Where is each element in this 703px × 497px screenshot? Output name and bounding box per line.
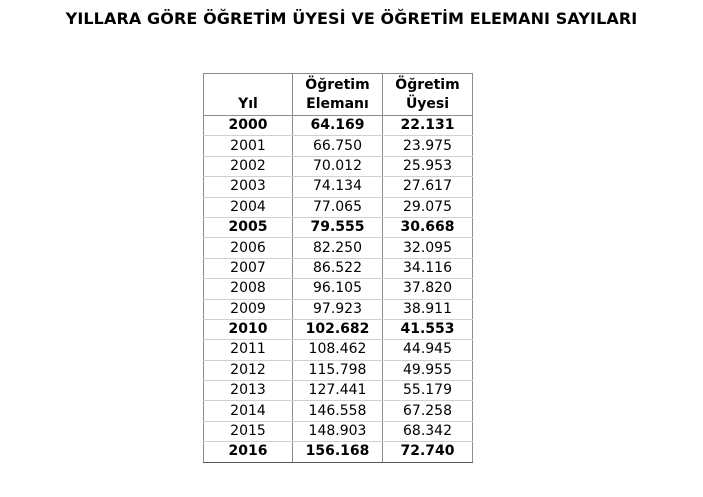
table-row: 2002 70.012 25.953 xyxy=(203,155,473,178)
cell-uyesi: 72.740 xyxy=(382,441,473,463)
cell-uyesi: 38.911 xyxy=(382,298,473,320)
table-row: 2005 79.555 30.668 xyxy=(203,216,473,239)
cell-elemani: 66.750 xyxy=(292,135,383,157)
cell-elemani: 86.522 xyxy=(292,257,383,280)
cell-elemani: 77.065 xyxy=(292,196,383,218)
cell-year: 2009 xyxy=(203,298,293,320)
header-year-label: Yıl xyxy=(238,96,258,112)
cell-uyesi: 41.553 xyxy=(382,318,473,341)
table-row: 2004 77.065 29.075 xyxy=(203,196,473,218)
table-row: 2012 115.798 49.955 xyxy=(203,359,473,382)
cell-uyesi: 34.116 xyxy=(382,257,473,280)
header-year: Yıl xyxy=(203,73,293,116)
cell-year: 2004 xyxy=(203,196,293,218)
table-row: 2000 64.169 22.131 xyxy=(203,114,473,137)
cell-elemani: 108.462 xyxy=(292,339,383,361)
cell-uyesi: 29.075 xyxy=(382,196,473,218)
cell-elemani: 146.558 xyxy=(292,400,383,422)
header-ogretim-uyesi: Öğretim Üyesi xyxy=(382,73,473,116)
table-row: 2009 97.923 38.911 xyxy=(203,298,473,320)
cell-uyesi: 30.668 xyxy=(382,216,473,239)
cell-year: 2010 xyxy=(203,318,293,341)
table-row: 2003 74.134 27.617 xyxy=(203,176,473,198)
data-table: Yıl Öğretim Elemanı Öğretim Üyesi 2000 6… xyxy=(203,73,473,463)
cell-elemani: 115.798 xyxy=(292,359,383,382)
cell-elemani: 96.105 xyxy=(292,278,383,300)
cell-uyesi: 37.820 xyxy=(382,278,473,300)
cell-uyesi: 68.342 xyxy=(382,420,473,443)
cell-year: 2005 xyxy=(203,216,293,239)
table-row: 2007 86.522 34.116 xyxy=(203,257,473,280)
cell-year: 2001 xyxy=(203,135,293,157)
cell-uyesi: 32.095 xyxy=(382,237,473,259)
header-ogretim-elemani: Öğretim Elemanı xyxy=(292,73,383,116)
table-row: 2006 82.250 32.095 xyxy=(203,237,473,259)
cell-elemani: 127.441 xyxy=(292,380,383,402)
table-row: 2016 156.168 72.740 xyxy=(203,441,473,463)
cell-year: 2002 xyxy=(203,155,293,178)
cell-elemani: 102.682 xyxy=(292,318,383,341)
table-row: 2013 127.441 55.179 xyxy=(203,380,473,402)
cell-year: 2006 xyxy=(203,237,293,259)
cell-elemani: 97.923 xyxy=(292,298,383,320)
table-row: 2015 148.903 68.342 xyxy=(203,420,473,443)
cell-year: 2007 xyxy=(203,257,293,280)
cell-uyesi: 23.975 xyxy=(382,135,473,157)
cell-year: 2003 xyxy=(203,176,293,198)
cell-elemani: 64.169 xyxy=(292,114,383,137)
table-row: 2014 146.558 67.258 xyxy=(203,400,473,422)
cell-year: 2011 xyxy=(203,339,293,361)
table-row: 2001 66.750 23.975 xyxy=(203,135,473,157)
cell-elemani: 148.903 xyxy=(292,420,383,443)
table-row: 2008 96.105 37.820 xyxy=(203,278,473,300)
cell-uyesi: 67.258 xyxy=(382,400,473,422)
cell-uyesi: 27.617 xyxy=(382,176,473,198)
cell-elemani: 74.134 xyxy=(292,176,383,198)
page-title: YILLARA GÖRE ÖĞRETİM ÜYESİ VE ÖĞRETİM EL… xyxy=(65,9,638,28)
cell-year: 2000 xyxy=(203,114,293,137)
cell-uyesi: 22.131 xyxy=(382,114,473,137)
header-uyesi-line1: Öğretim xyxy=(395,77,460,93)
cell-year: 2013 xyxy=(203,380,293,402)
table-header-row: Yıl Öğretim Elemanı Öğretim Üyesi xyxy=(203,73,473,116)
cell-uyesi: 49.955 xyxy=(382,359,473,382)
header-uyesi-line2: Üyesi xyxy=(405,96,450,112)
cell-elemani: 82.250 xyxy=(292,237,383,259)
cell-uyesi: 44.945 xyxy=(382,339,473,361)
table-row: 2010 102.682 41.553 xyxy=(203,318,473,341)
cell-year: 2008 xyxy=(203,278,293,300)
cell-year: 2016 xyxy=(203,441,293,463)
cell-elemani: 156.168 xyxy=(292,441,383,463)
cell-uyesi: 55.179 xyxy=(382,380,473,402)
table-body: 2000 64.169 22.131 2001 66.750 23.975 20… xyxy=(203,114,473,463)
header-elemani-line2: Elemanı xyxy=(306,96,369,112)
cell-year: 2014 xyxy=(203,400,293,422)
cell-elemani: 79.555 xyxy=(292,216,383,239)
cell-uyesi: 25.953 xyxy=(382,155,473,178)
cell-year: 2012 xyxy=(203,359,293,382)
cell-elemani: 70.012 xyxy=(292,155,383,178)
cell-year: 2015 xyxy=(203,420,293,443)
table-row: 2011 108.462 44.945 xyxy=(203,339,473,361)
header-elemani-line1: Öğretim xyxy=(305,77,370,93)
